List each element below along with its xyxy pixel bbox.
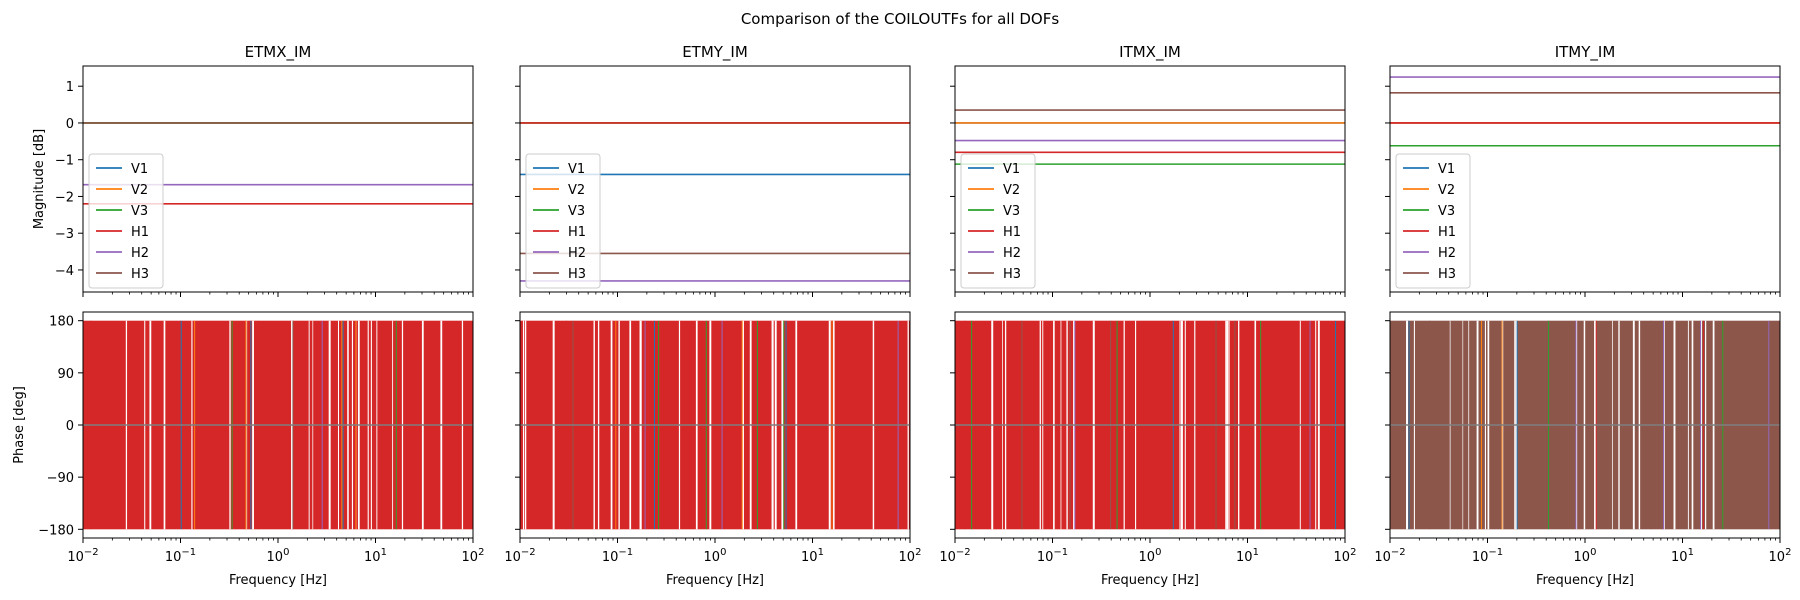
phase-ytick-label: −90 <box>47 471 74 486</box>
xtick-label: 102 <box>462 547 485 565</box>
phase-ylabel: Phase [deg] <box>12 386 27 464</box>
xtick-label: 101 <box>1671 547 1694 565</box>
magnitude-axes: 1 0 −1 −2 −3 −4 Magnitude [dB] V1 V2 V3 H1 H2 H3 <box>32 65 474 297</box>
legend-label-v2: V2 <box>1003 183 1020 198</box>
legend-box <box>88 153 164 289</box>
xtick-label: 10−2 <box>504 547 535 565</box>
xtick-label: 10−2 <box>1374 547 1405 565</box>
phase-axes: 10−2 10−1 100 101 102 Frequency [Hz] <box>504 311 922 588</box>
legend-label-h1: H1 <box>568 225 586 240</box>
magnitude-ytick-label: 1 <box>66 80 74 95</box>
phase-axes: 10−2 10−1 100 101 102 Frequency [Hz] <box>939 311 1357 588</box>
magnitude-ytick-label: 0 <box>66 117 74 132</box>
magnitude-ytick-label: −3 <box>55 227 74 242</box>
phase-xlabel: Frequency [Hz] <box>1101 573 1199 588</box>
xtick-label: 101 <box>364 547 387 565</box>
legend-label-h1: H1 <box>1438 225 1456 240</box>
magnitude-lines <box>955 109 1345 165</box>
phase-traces <box>520 320 910 530</box>
phase-ytick-label: 180 <box>49 315 74 330</box>
legend: V1 V2 V3 H1 H2 H3 <box>1395 153 1471 289</box>
legend-label-v3: V3 <box>568 204 585 219</box>
magnitude-axes: V1 V2 V3 H1 H2 H3 <box>1385 65 1781 297</box>
magnitude-ytick-label: −4 <box>55 264 74 279</box>
legend-label-h1: H1 <box>131 225 149 240</box>
phase-ytick-label: −180 <box>38 523 74 538</box>
legend-box <box>960 153 1036 289</box>
xtick-label: 100 <box>1574 547 1597 565</box>
xtick-label: 102 <box>899 547 922 565</box>
xtick-label: 100 <box>1139 547 1162 565</box>
figure-title: Comparison of the COILOUTFs for all DOFs <box>741 10 1060 28</box>
phase-xlabel: Frequency [Hz] <box>1536 573 1634 588</box>
legend-label-v1: V1 <box>1438 162 1455 177</box>
legend-label-v1: V1 <box>1003 162 1020 177</box>
phase-axes: 180 90 0 −90 −180 Phase [deg] 10−2 10−1 100 101 10… <box>12 311 485 588</box>
legend-label-h3: H3 <box>1003 267 1021 282</box>
legend-label-v2: V2 <box>131 183 148 198</box>
legend-box <box>1395 153 1471 289</box>
legend-label-v1: V1 <box>131 162 148 177</box>
magnitude-axes: V1 V2 V3 H1 H2 H3 <box>515 65 911 297</box>
xtick-label: 101 <box>1236 547 1259 565</box>
panel-title: ETMX_IM <box>245 43 312 62</box>
xtick-label: 101 <box>801 547 824 565</box>
legend: V1 V2 V3 H1 H2 H3 <box>88 153 164 289</box>
legend-label-h3: H3 <box>568 267 586 282</box>
phase-ytick-label: 90 <box>57 367 74 382</box>
xtick-label: 10−2 <box>67 547 98 565</box>
panel-itmx-im: ITMX_IM V1 V2 V3 H1 H2 H3 10−2 10−1 100 101 102 Freq… <box>939 43 1356 588</box>
legend: V1 V2 V3 H1 H2 H3 <box>960 153 1036 289</box>
legend-label-v3: V3 <box>1438 204 1455 219</box>
legend-label-h3: H3 <box>131 267 149 282</box>
panel-title: ETMY_IM <box>682 43 748 62</box>
legend-label-h2: H2 <box>1003 246 1021 261</box>
legend-box <box>525 153 601 289</box>
panel-title: ITMX_IM <box>1119 43 1181 62</box>
panel-itmy-im: ITMY_IM V1 V2 V3 H1 H2 H3 10−2 10−1 100 101 102 Freq… <box>1374 43 1791 588</box>
legend-label-h2: H2 <box>1438 246 1456 261</box>
phase-ytick-label: 0 <box>66 419 74 434</box>
legend-label-v2: V2 <box>1438 183 1455 198</box>
magnitude-lines <box>1390 76 1780 147</box>
xtick-label: 10−1 <box>1472 547 1503 565</box>
legend-label-v3: V3 <box>1003 204 1020 219</box>
legend-label-h3: H3 <box>1438 267 1456 282</box>
xtick-label: 100 <box>267 547 290 565</box>
xtick-label: 102 <box>1334 547 1357 565</box>
xtick-label: 10−1 <box>165 547 196 565</box>
phase-xlabel: Frequency [Hz] <box>229 573 327 588</box>
legend-label-h2: H2 <box>568 246 586 261</box>
xtick-label: 10−2 <box>939 547 970 565</box>
legend-label-v1: V1 <box>568 162 585 177</box>
legend-label-v2: V2 <box>568 183 585 198</box>
magnitude-ylabel: Magnitude [dB] <box>32 129 47 229</box>
phase-traces <box>1390 320 1780 530</box>
legend-label-h2: H2 <box>131 246 149 261</box>
phase-traces <box>955 320 1345 530</box>
legend: V1 V2 V3 H1 H2 H3 <box>525 153 601 289</box>
phase-traces <box>83 320 473 530</box>
xtick-label: 100 <box>704 547 727 565</box>
legend-label-v3: V3 <box>131 204 148 219</box>
legend-label-h1: H1 <box>1003 225 1021 240</box>
phase-xlabel: Frequency [Hz] <box>666 573 764 588</box>
xtick-label: 102 <box>1769 547 1792 565</box>
xtick-label: 10−1 <box>1037 547 1068 565</box>
magnitude-axes: V1 V2 V3 H1 H2 H3 <box>950 65 1346 297</box>
phase-axes: 10−2 10−1 100 101 102 Frequency [Hz] <box>1374 311 1792 588</box>
xtick-label: 10−1 <box>602 547 633 565</box>
panel-title: ITMY_IM <box>1555 43 1616 62</box>
panel-etmy-im: ETMY_IM V1 V2 V3 H1 H2 H3 10−2 10−1 100 101 102 Freq… <box>504 43 921 588</box>
magnitude-ytick-label: −2 <box>55 190 74 205</box>
magnitude-ytick-label: −1 <box>55 154 74 169</box>
